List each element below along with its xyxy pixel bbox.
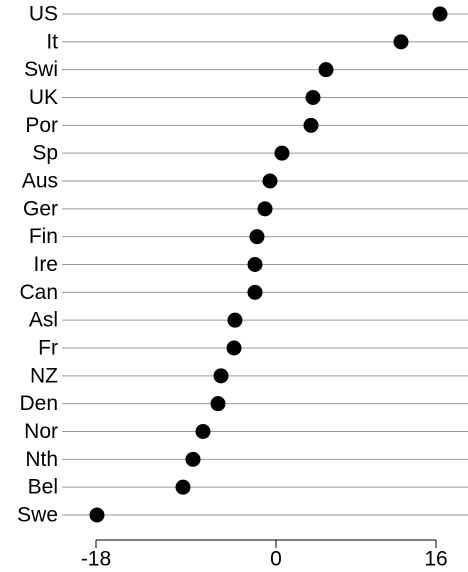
y-tick-label: Fr [38, 337, 58, 360]
dot [303, 117, 319, 133]
y-tick-label: Fin [29, 225, 58, 248]
y-tick-label: Swe [17, 504, 58, 527]
dot [226, 340, 242, 356]
y-tick-label: Bel [28, 476, 58, 499]
dot [213, 368, 229, 384]
y-tick-label: US [29, 3, 58, 26]
x-tick-label: 16 [424, 548, 447, 571]
y-tick-label: UK [29, 86, 58, 109]
dot [227, 312, 243, 328]
y-tick-label: Sp [32, 142, 58, 165]
dot [175, 479, 191, 495]
dot [393, 34, 409, 50]
y-tick-label: NZ [30, 364, 58, 387]
y-tick-label: Nor [24, 420, 58, 443]
y-tick-label: Por [25, 114, 58, 137]
y-tick-label: Ger [23, 197, 58, 220]
dot [210, 396, 226, 412]
dot [305, 90, 321, 105]
dot [247, 284, 263, 300]
dot [185, 451, 201, 467]
dot [262, 173, 278, 189]
y-tick-label: Den [19, 392, 58, 415]
dot [195, 424, 211, 439]
dot [274, 145, 290, 161]
dot [247, 257, 263, 272]
dot [249, 229, 265, 245]
dot [89, 507, 105, 523]
dot [318, 62, 334, 78]
dot [257, 201, 273, 217]
y-tick-label: Asl [29, 309, 58, 332]
x-tick-label: 0 [270, 548, 282, 571]
y-tick-label: Ire [33, 253, 58, 276]
y-tick-label: Aus [22, 170, 58, 193]
x-tick-label: -18 [81, 548, 111, 571]
y-tick-label: Can [19, 281, 58, 304]
y-tick-label: Nth [25, 448, 58, 471]
y-tick-label: It [46, 30, 58, 53]
dot [432, 6, 448, 22]
y-tick-label: Swi [24, 58, 58, 81]
